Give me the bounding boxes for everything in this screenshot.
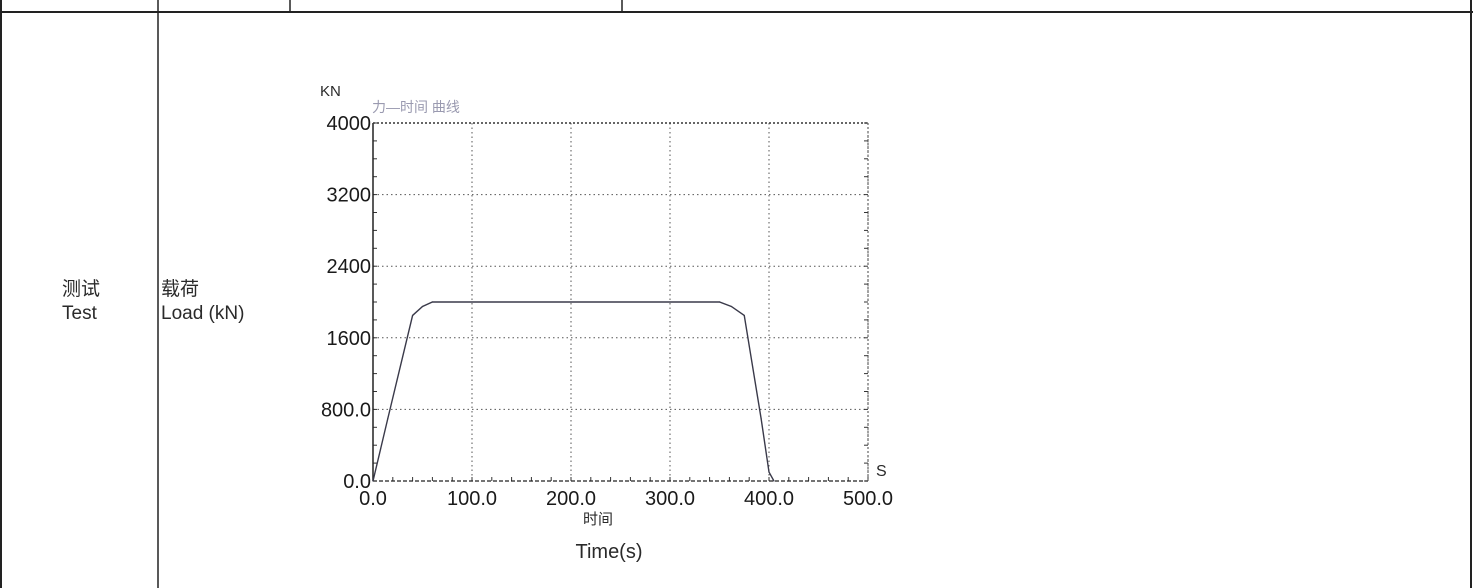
y-tick-label: 0.0 (343, 471, 371, 493)
y-tick-label: 4000 (327, 113, 372, 135)
y-tick-label: 3200 (327, 185, 372, 207)
load-data-point (760, 417, 762, 419)
load-data-point (387, 417, 389, 419)
axes (372, 122, 869, 482)
load-data-point (431, 301, 433, 303)
x-tick-label: 300.0 (645, 488, 695, 510)
grid (373, 123, 869, 481)
tick-labels: 0.0 100.0 200.0 300.0 400.0 500.0 0.0 800.0 1600… (321, 113, 893, 510)
x-tick-label: 0.0 (359, 488, 387, 510)
y-tick-label: 800.0 (321, 399, 371, 421)
y-tick-label: 2400 (327, 256, 372, 278)
series-layer (372, 301, 775, 482)
quantity-label-cn: 载荷 (161, 279, 200, 300)
x-axis-label-cn: 时间 (583, 511, 613, 528)
x-unit-label: S (876, 463, 887, 480)
load-data-point (412, 314, 414, 317)
load-data-point (718, 301, 721, 303)
y-tick-label: 1600 (327, 328, 372, 350)
load-data-point (372, 480, 374, 482)
load-data-point (421, 305, 424, 308)
load-data-point (768, 471, 770, 473)
y-unit-label: KN (320, 83, 341, 100)
load-data-point (743, 314, 745, 317)
x-tick-label: 100.0 (447, 488, 497, 510)
chart-title: 力—时间 曲线 (372, 99, 460, 115)
x-axis-label-en: Time(s) (575, 541, 642, 563)
x-tick-label: 200.0 (546, 488, 596, 510)
quantity-label-en: Load (kN) (161, 303, 245, 324)
x-tick-label: 500.0 (843, 488, 893, 510)
load-data-point (730, 305, 732, 308)
section-label-en: Test (62, 303, 97, 324)
load-series-line (372, 301, 775, 482)
load-data-point (773, 480, 775, 482)
section-label-cn: 测试 (62, 279, 101, 300)
x-tick-label: 400.0 (744, 488, 794, 510)
